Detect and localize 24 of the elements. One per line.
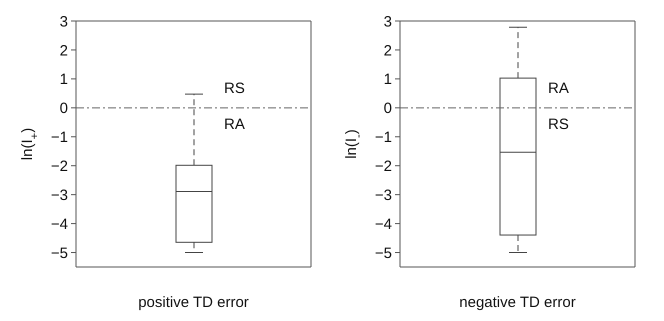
annotation: RA [224, 116, 245, 134]
y-tick-label: 3 [60, 13, 68, 30]
y-tick-label: −4 [374, 216, 392, 233]
x-axis-title: positive TD error [138, 294, 249, 311]
y-tick-label: 3 [384, 13, 392, 30]
annotation: RS [548, 116, 569, 134]
y-tick-label: −4 [50, 216, 68, 233]
y-tick-label: −5 [374, 244, 392, 262]
y-tick-label: −1 [50, 129, 68, 146]
y-tick-label: −2 [374, 158, 392, 176]
y-tick-label: 0 [384, 100, 392, 118]
y-tick-label: −2 [50, 158, 68, 176]
y-tick-label: −3 [50, 186, 68, 204]
annotation: RS [224, 80, 245, 98]
y-tick-label: 1 [60, 71, 68, 88]
y-tick-label: 1 [384, 71, 392, 88]
y-tick-label: 0 [60, 100, 68, 118]
y-tick-label: 2 [384, 42, 392, 60]
y-tick-label: −1 [374, 129, 392, 146]
annotation: RA [548, 80, 569, 98]
x-axis-title: negative TD error [459, 294, 576, 311]
y-tick-label: −3 [374, 186, 392, 204]
y-tick-label: −5 [50, 244, 68, 262]
y-tick-label: 2 [60, 42, 68, 60]
